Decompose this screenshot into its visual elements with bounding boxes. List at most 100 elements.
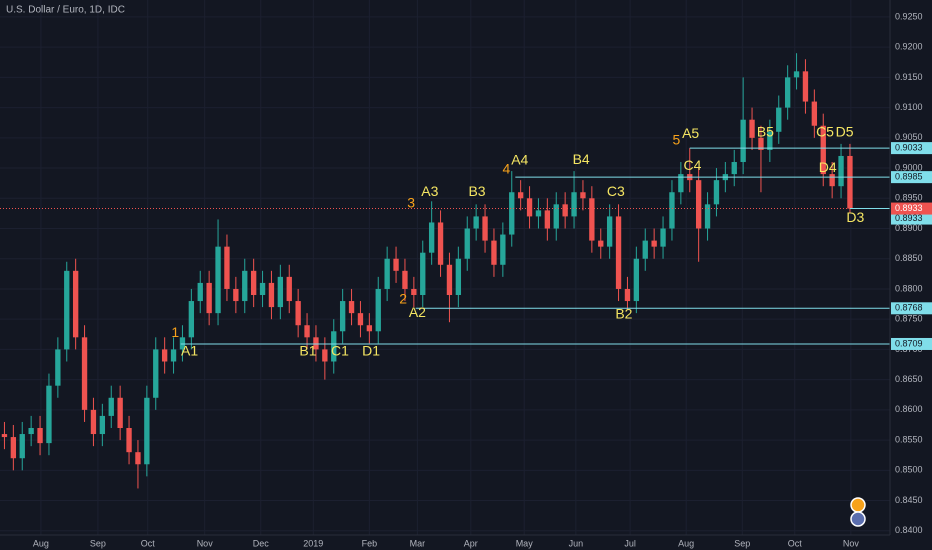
wave-label: 1 [171, 324, 179, 340]
candle-body [126, 428, 132, 453]
candle-body [544, 210, 551, 229]
candle-body [749, 119, 755, 138]
candle-body [562, 204, 568, 217]
y-tick-label: 0.8900 [895, 223, 923, 233]
candle-body [242, 270, 248, 302]
candle-body [820, 125, 826, 175]
wave-label: B5 [757, 124, 774, 140]
x-tick-label: Feb [362, 538, 378, 548]
candle-body [428, 222, 435, 253]
wave-label: D3 [846, 209, 864, 225]
candle-body [651, 240, 657, 247]
candle-body [633, 258, 640, 302]
candle-body [224, 246, 230, 289]
candle-body [491, 240, 497, 265]
candle-body [19, 434, 25, 459]
y-tick-label: 0.9200 [895, 42, 923, 52]
candle-body [375, 288, 381, 332]
candle-body [615, 216, 622, 289]
candle-body [784, 77, 791, 108]
level-label-box [891, 142, 932, 155]
level-label: 0.8768 [895, 303, 923, 313]
candle-body [669, 192, 675, 229]
wave-label: A1 [181, 343, 198, 359]
candle-body [1, 434, 8, 438]
candle-body [802, 71, 809, 102]
candle-body [517, 192, 524, 199]
candle-body [90, 409, 97, 435]
candle-body [108, 397, 114, 416]
candle-body [144, 397, 150, 465]
x-tick-label: Nov [197, 538, 214, 548]
y-tick-label: 0.8950 [895, 193, 923, 203]
y-tick-label: 0.8600 [895, 404, 923, 414]
candle-body [509, 192, 515, 235]
y-tick-label: 0.9150 [895, 72, 923, 82]
wave-label: D5 [836, 124, 854, 140]
candle-body [286, 276, 292, 302]
y-tick-label: 0.8550 [895, 434, 923, 444]
candle-body [500, 234, 506, 265]
wave-label: 2 [399, 291, 407, 307]
candle-body [206, 282, 212, 314]
candle-body [46, 385, 52, 444]
x-tick-label: Mar [410, 538, 426, 548]
wave-label: C4 [683, 157, 701, 173]
y-tick-label: 0.9000 [895, 162, 923, 172]
candle-body [99, 415, 106, 435]
wave-label: D4 [819, 159, 837, 175]
x-tick-label: Oct [788, 538, 803, 548]
y-tick-label: 0.8650 [895, 374, 923, 384]
candle-body [606, 216, 613, 247]
x-tick-label: Aug [678, 538, 694, 548]
candle-body [695, 180, 702, 229]
level-label-box [891, 212, 932, 225]
wave-label: D1 [362, 343, 380, 359]
y-tick-label: 0.8400 [895, 525, 923, 535]
level-label-box [891, 337, 932, 350]
candle-body [713, 180, 720, 205]
y-tick-label: 0.8800 [895, 283, 923, 293]
wave-label: B2 [615, 306, 632, 322]
level-label: 0.8709 [895, 338, 923, 348]
candle-body [393, 258, 399, 271]
wave-label: 4 [503, 161, 511, 177]
candle-body [366, 325, 373, 332]
candle-body [847, 155, 853, 209]
candle-body [64, 270, 70, 350]
x-tick-label: Dec [253, 538, 270, 548]
x-tick-label: Sep [734, 538, 750, 548]
candle-body [348, 301, 355, 314]
candle-body [678, 174, 684, 193]
candle-body [731, 162, 737, 175]
candle-body [535, 210, 542, 217]
wave-label: A3 [421, 183, 438, 199]
level-label: 0.8933 [895, 213, 923, 223]
y-tick-label: 0.9100 [895, 102, 923, 112]
x-tick-label: Oct [141, 538, 156, 548]
y-tick-label: 0.8850 [895, 253, 923, 263]
candle-body [161, 349, 168, 362]
candle-body [402, 270, 408, 289]
candle-body [322, 349, 328, 362]
wave-label: C3 [607, 183, 625, 199]
y-tick-label: 0.9250 [895, 11, 923, 21]
candle-body [295, 301, 301, 326]
x-tick-label: Jul [624, 538, 636, 548]
candle-body [482, 216, 488, 241]
candle-body [55, 349, 61, 386]
x-tick-label: May [516, 538, 534, 548]
candle-body [793, 71, 800, 78]
candle-body [331, 331, 337, 362]
candle-body [357, 313, 364, 326]
candle-body [767, 131, 773, 150]
candle-body [642, 240, 648, 259]
candle-body [81, 337, 88, 410]
wave-label: A5 [682, 125, 699, 141]
toolbar-icons [850, 497, 866, 527]
x-tick-label: Apr [464, 538, 478, 548]
wave-label: B1 [299, 343, 316, 359]
